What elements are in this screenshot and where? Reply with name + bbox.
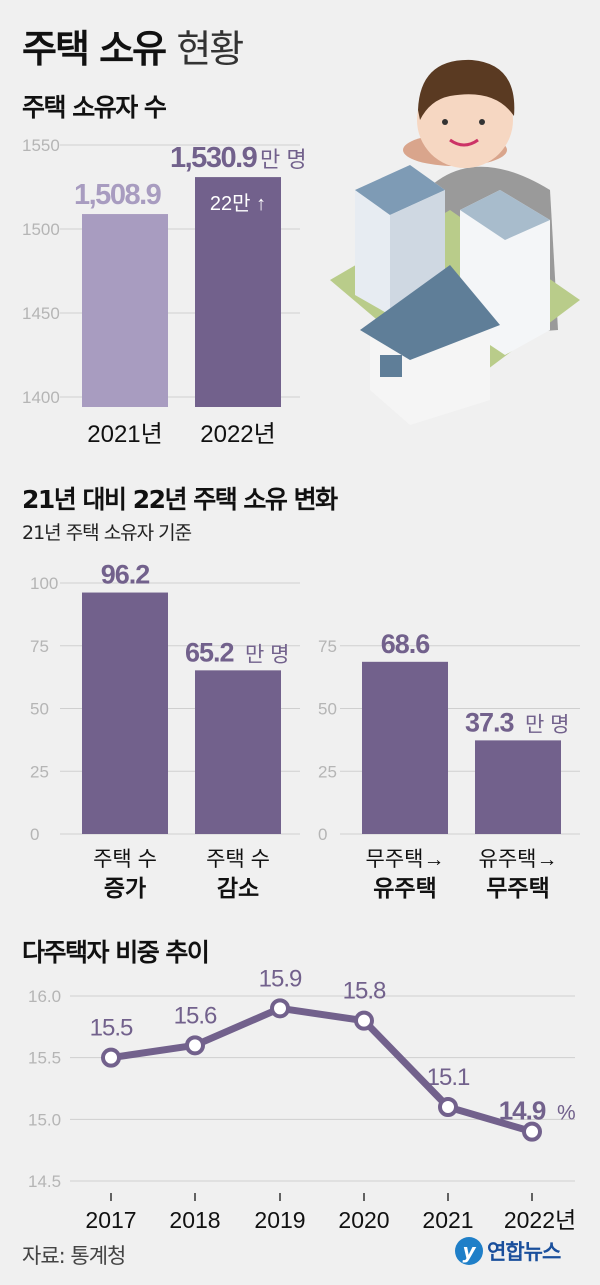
chart1-title: 주택 소유자 수 [22, 93, 167, 122]
value-label: 15.6 [174, 1002, 217, 1029]
data-point [270, 998, 290, 1019]
unit-label: 만 명 [245, 643, 289, 666]
y-tick-label: 1550 [22, 136, 60, 155]
value-label: 96.2 [101, 560, 150, 590]
y-tick-label: 25 [318, 762, 337, 781]
chart-multi-home-ratio: 16.0 15.5 15.0 14.5 15.5 2017 15.6 2018 15.9 2019… [28, 965, 576, 1233]
data-point [101, 1047, 121, 1068]
x-tick-label: 2018 [169, 1207, 220, 1233]
y-tick-label: 16.0 [28, 987, 61, 1006]
x-tick-label: 2017 [85, 1207, 136, 1233]
chart-homeowners: 1550 1500 1450 1400 1,508.9 2021년 1,530.9 2022년… [22, 136, 307, 448]
x-tick-label: 2021 [422, 1207, 473, 1233]
chart-ownership-change: 100 75 50 25 0 96.2 주택 수증가 65.2 만 명주택 수감소 75 50 25 0… [30, 560, 580, 901]
y-tick-label: 1450 [22, 304, 60, 323]
value-label: 15.9 [259, 965, 302, 992]
chart3-title: 다주택자 비중 추이 [22, 938, 210, 967]
increase-annotation: 22만 ↑ [210, 192, 266, 215]
y-tick-label: 0 [318, 825, 327, 844]
x-tick-label: 2022년 [504, 1207, 576, 1233]
y-tick-label: 50 [318, 700, 337, 719]
x-tick-label: 감소 [217, 875, 259, 901]
y-tick-label: 75 [318, 637, 337, 656]
y-tick-label: 15.0 [28, 1110, 61, 1129]
x-tick-label: 유주택→ [479, 848, 558, 871]
value-label: 15.5 [90, 1015, 133, 1042]
value-label: 14.9 [499, 1096, 546, 1126]
bar [195, 177, 281, 407]
x-tick-label: 유주택 [373, 875, 436, 901]
x-tick-label: 주택 수 [93, 848, 157, 871]
y-tick-label: 1500 [22, 220, 60, 239]
data-point [354, 1010, 374, 1031]
y-tick-label: 15.5 [28, 1049, 61, 1068]
page-title: 주택 소유 현황 [22, 18, 244, 73]
chart2-title: 21년 대비 22년 주택 소유 변화 [22, 485, 338, 514]
source-note: 자료: 통계청 [22, 1244, 126, 1268]
y-tick-label: 1400 [22, 388, 60, 407]
yonhap-logo: y 연합뉴스 [455, 1236, 561, 1266]
x-tick-label: 무주택 [486, 875, 549, 901]
unit-label: 만 명 [260, 147, 307, 172]
series-line [110, 1004, 533, 1136]
value-label: 15.1 [427, 1064, 470, 1091]
x-tick-label: 증가 [104, 875, 146, 901]
title-bold: 주택 소유 [22, 27, 167, 71]
data-point [438, 1097, 458, 1117]
y-tick-label: 75 [30, 637, 49, 656]
value-label: 15.8 [343, 978, 386, 1005]
bar [195, 670, 281, 834]
x-tick-label: 2022년 [200, 421, 275, 448]
y-tick-label: 14.5 [28, 1172, 61, 1191]
logo-text: 연합뉴스 [487, 1240, 561, 1264]
value-label: 1,530.9 [170, 142, 258, 174]
value-label: 1,508.9 [74, 179, 162, 211]
bar [475, 740, 561, 834]
bar [82, 592, 168, 834]
data-point [185, 1035, 205, 1056]
data-point [522, 1121, 542, 1142]
unit-label: 만 명 [525, 713, 569, 736]
value-label: 37.3 [465, 707, 515, 737]
bar [362, 661, 448, 834]
y-tick-label: 50 [30, 700, 49, 719]
person-hair [418, 59, 515, 120]
x-tick-label: 2020 [338, 1207, 389, 1233]
unit-label: % [557, 1102, 576, 1125]
value-label: 68.6 [381, 629, 431, 659]
person-with-houses-and-apartments-icon [330, 59, 580, 425]
x-tick-label: 2019 [254, 1207, 305, 1233]
x-tick-label: 무주택→ [366, 848, 445, 871]
y-tick-label: 0 [30, 825, 39, 844]
x-tick-label: 주택 수 [206, 848, 270, 871]
y-tick-label: 25 [30, 762, 49, 781]
title-light: 현황 [176, 27, 244, 71]
x-tick-label: 2021년 [87, 421, 162, 448]
value-label: 65.2 [185, 637, 234, 667]
logo-mark-icon: y [455, 1237, 483, 1265]
chart2-subtitle: 21년 주택 소유자 기준 [22, 522, 192, 544]
bar [82, 214, 168, 407]
y-tick-label: 100 [30, 574, 58, 593]
